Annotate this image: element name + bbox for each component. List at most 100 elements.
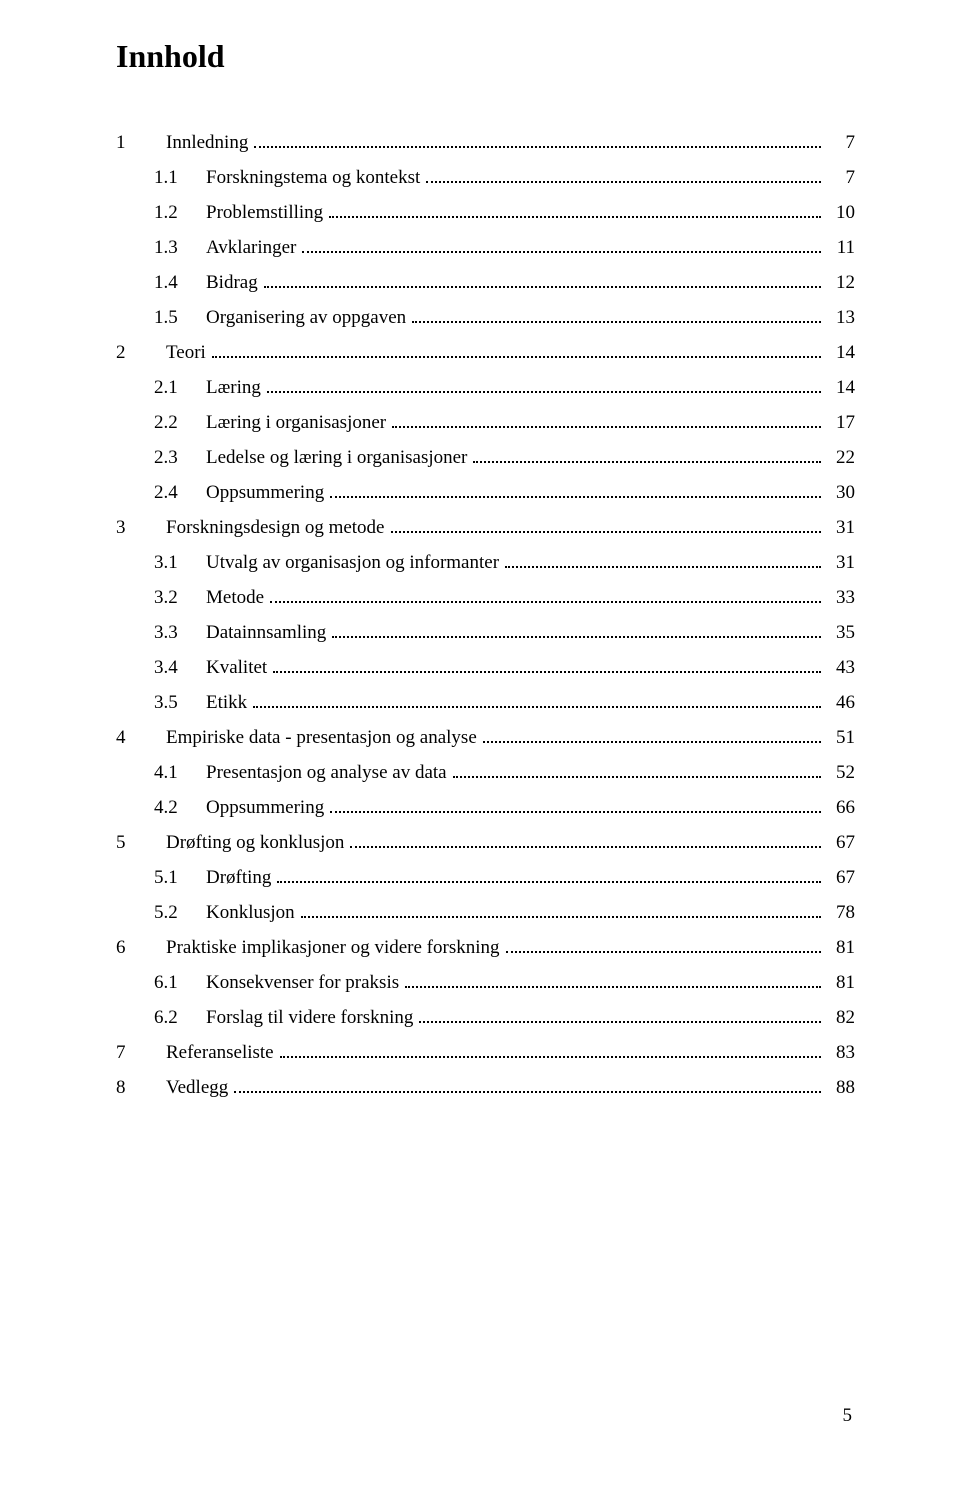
toc-entry-number: 6.2 — [154, 1008, 206, 1027]
toc-entry-page: 14 — [825, 378, 855, 397]
toc-entry-number: 1.1 — [154, 168, 206, 187]
toc-leader-dots — [302, 247, 821, 253]
toc-entry-page: 30 — [825, 483, 855, 502]
toc-entry-number: 2.2 — [154, 413, 206, 432]
toc-entry-label: Presentasjon og analyse av data — [206, 763, 447, 782]
toc-entry: 6.1Konsekvenser for praksis81 — [116, 973, 855, 992]
toc-entry: 3Forskningsdesign og metode31 — [116, 518, 855, 537]
toc-entry-label: Problemstilling — [206, 203, 323, 222]
toc-leader-dots — [270, 597, 821, 603]
toc-entry-number: 3.3 — [154, 623, 206, 642]
toc-leader-dots — [392, 422, 821, 428]
toc-entry-page: 14 — [825, 343, 855, 362]
toc-entry: 3.2Metode33 — [116, 588, 855, 607]
toc-entry-number: 2.4 — [154, 483, 206, 502]
toc-entry-page: 22 — [825, 448, 855, 467]
toc-entry: 2.3Ledelse og læring i organisasjoner 22 — [116, 448, 855, 467]
toc-entry-page: 12 — [825, 273, 855, 292]
toc-entry-label: Oppsummering — [206, 483, 324, 502]
toc-entry-number: 1.4 — [154, 273, 206, 292]
toc-entry: 4Empiriske data - presentasjon og analys… — [116, 728, 855, 747]
toc-entry-label: Etikk — [206, 693, 247, 712]
toc-entry: 5Drøfting og konklusjon67 — [116, 833, 855, 852]
toc-entry-page: 11 — [825, 238, 855, 257]
toc-entry-number: 1.5 — [154, 308, 206, 327]
page-title: Innhold — [116, 38, 855, 75]
toc-entry-page: 17 — [825, 413, 855, 432]
toc-leader-dots — [391, 527, 822, 533]
toc-entry-page: 35 — [825, 623, 855, 642]
toc-leader-dots — [330, 807, 821, 813]
toc-entry-number: 3.2 — [154, 588, 206, 607]
toc-leader-dots — [234, 1087, 821, 1093]
toc-entry-number: 4.1 — [154, 763, 206, 782]
toc-entry-number: 5.2 — [154, 903, 206, 922]
toc-entry: 2.2Læring i organisasjoner17 — [116, 413, 855, 432]
toc-entry-label: Datainnsamling — [206, 623, 326, 642]
toc-entry-number: 7 — [116, 1043, 166, 1062]
toc-leader-dots — [267, 387, 821, 393]
toc-entry-label: Organisering av oppgaven — [206, 308, 406, 327]
toc-entry-label: Innledning — [166, 133, 248, 152]
toc-entry-page: 81 — [825, 938, 855, 957]
toc-entry-label: Oppsummering — [206, 798, 324, 817]
toc-entry-number: 5.1 — [154, 868, 206, 887]
toc-entry: 1.5Organisering av oppgaven 13 — [116, 308, 855, 327]
toc-entry-page: 88 — [825, 1078, 855, 1097]
toc-entry-number: 2.3 — [154, 448, 206, 467]
toc-entry: 3.3Datainnsamling 35 — [116, 623, 855, 642]
toc-entry: 5.1Drøfting67 — [116, 868, 855, 887]
toc-entry-label: Avklaringer — [206, 238, 296, 257]
toc-entry-number: 5 — [116, 833, 166, 852]
toc-entry-number: 4 — [116, 728, 166, 747]
toc-leader-dots — [273, 667, 821, 673]
toc-entry: 1.1Forskningstema og kontekst7 — [116, 168, 855, 187]
toc-entry: 3.1Utvalg av organisasjon og informanter… — [116, 553, 855, 572]
toc-entry: 8Vedlegg 88 — [116, 1078, 855, 1097]
toc-leader-dots — [332, 632, 821, 638]
toc-entry: 1Innledning 7 — [116, 133, 855, 152]
toc-entry-number: 3.5 — [154, 693, 206, 712]
toc-entry-label: Empiriske data - presentasjon og analyse — [166, 728, 477, 747]
toc-entry-page: 67 — [825, 868, 855, 887]
toc-entry: 7Referanseliste 83 — [116, 1043, 855, 1062]
toc-entry-page: 52 — [825, 763, 855, 782]
toc-entry-page: 13 — [825, 308, 855, 327]
toc-entry-label: Utvalg av organisasjon og informanter — [206, 553, 499, 572]
toc-entry-number: 1.2 — [154, 203, 206, 222]
toc-entry-page: 78 — [825, 903, 855, 922]
toc-entry: 6Praktiske implikasjoner og videre forsk… — [116, 938, 855, 957]
toc-entry-page: 31 — [825, 518, 855, 537]
toc-entry-page: 51 — [825, 728, 855, 747]
toc-entry-number: 8 — [116, 1078, 166, 1097]
toc-entry-page: 33 — [825, 588, 855, 607]
toc-entry-page: 83 — [825, 1043, 855, 1062]
toc-entry: 2.4Oppsummering 30 — [116, 483, 855, 502]
toc-entry-label: Forslag til videre forskning — [206, 1008, 413, 1027]
toc-entry-page: 7 — [825, 133, 855, 152]
table-of-contents: 1Innledning71.1Forskningstema og konteks… — [116, 133, 855, 1097]
toc-entry: 4.1Presentasjon og analyse av data 52 — [116, 763, 855, 782]
toc-entry-label: Teori — [166, 343, 206, 362]
toc-entry: 2.1Læring14 — [116, 378, 855, 397]
toc-leader-dots — [329, 212, 821, 218]
toc-entry-label: Referanseliste — [166, 1043, 274, 1062]
toc-entry-page: 7 — [825, 168, 855, 187]
toc-entry-number: 3.1 — [154, 553, 206, 572]
toc-leader-dots — [453, 772, 821, 778]
toc-entry-number: 1 — [116, 133, 166, 152]
toc-leader-dots — [419, 1017, 821, 1023]
toc-entry-label: Vedlegg — [166, 1078, 228, 1097]
toc-entry: 4.2Oppsummering66 — [116, 798, 855, 817]
toc-leader-dots — [483, 737, 821, 743]
toc-entry: 1.2Problemstilling10 — [116, 203, 855, 222]
toc-entry-page: 31 — [825, 553, 855, 572]
toc-entry: 2Teori14 — [116, 343, 855, 362]
toc-entry-number: 6 — [116, 938, 166, 957]
toc-leader-dots — [253, 702, 821, 708]
toc-leader-dots — [330, 492, 821, 498]
toc-entry-label: Ledelse og læring i organisasjoner — [206, 448, 467, 467]
toc-entry-page: 81 — [825, 973, 855, 992]
toc-leader-dots — [264, 282, 821, 288]
toc-entry-page: 66 — [825, 798, 855, 817]
